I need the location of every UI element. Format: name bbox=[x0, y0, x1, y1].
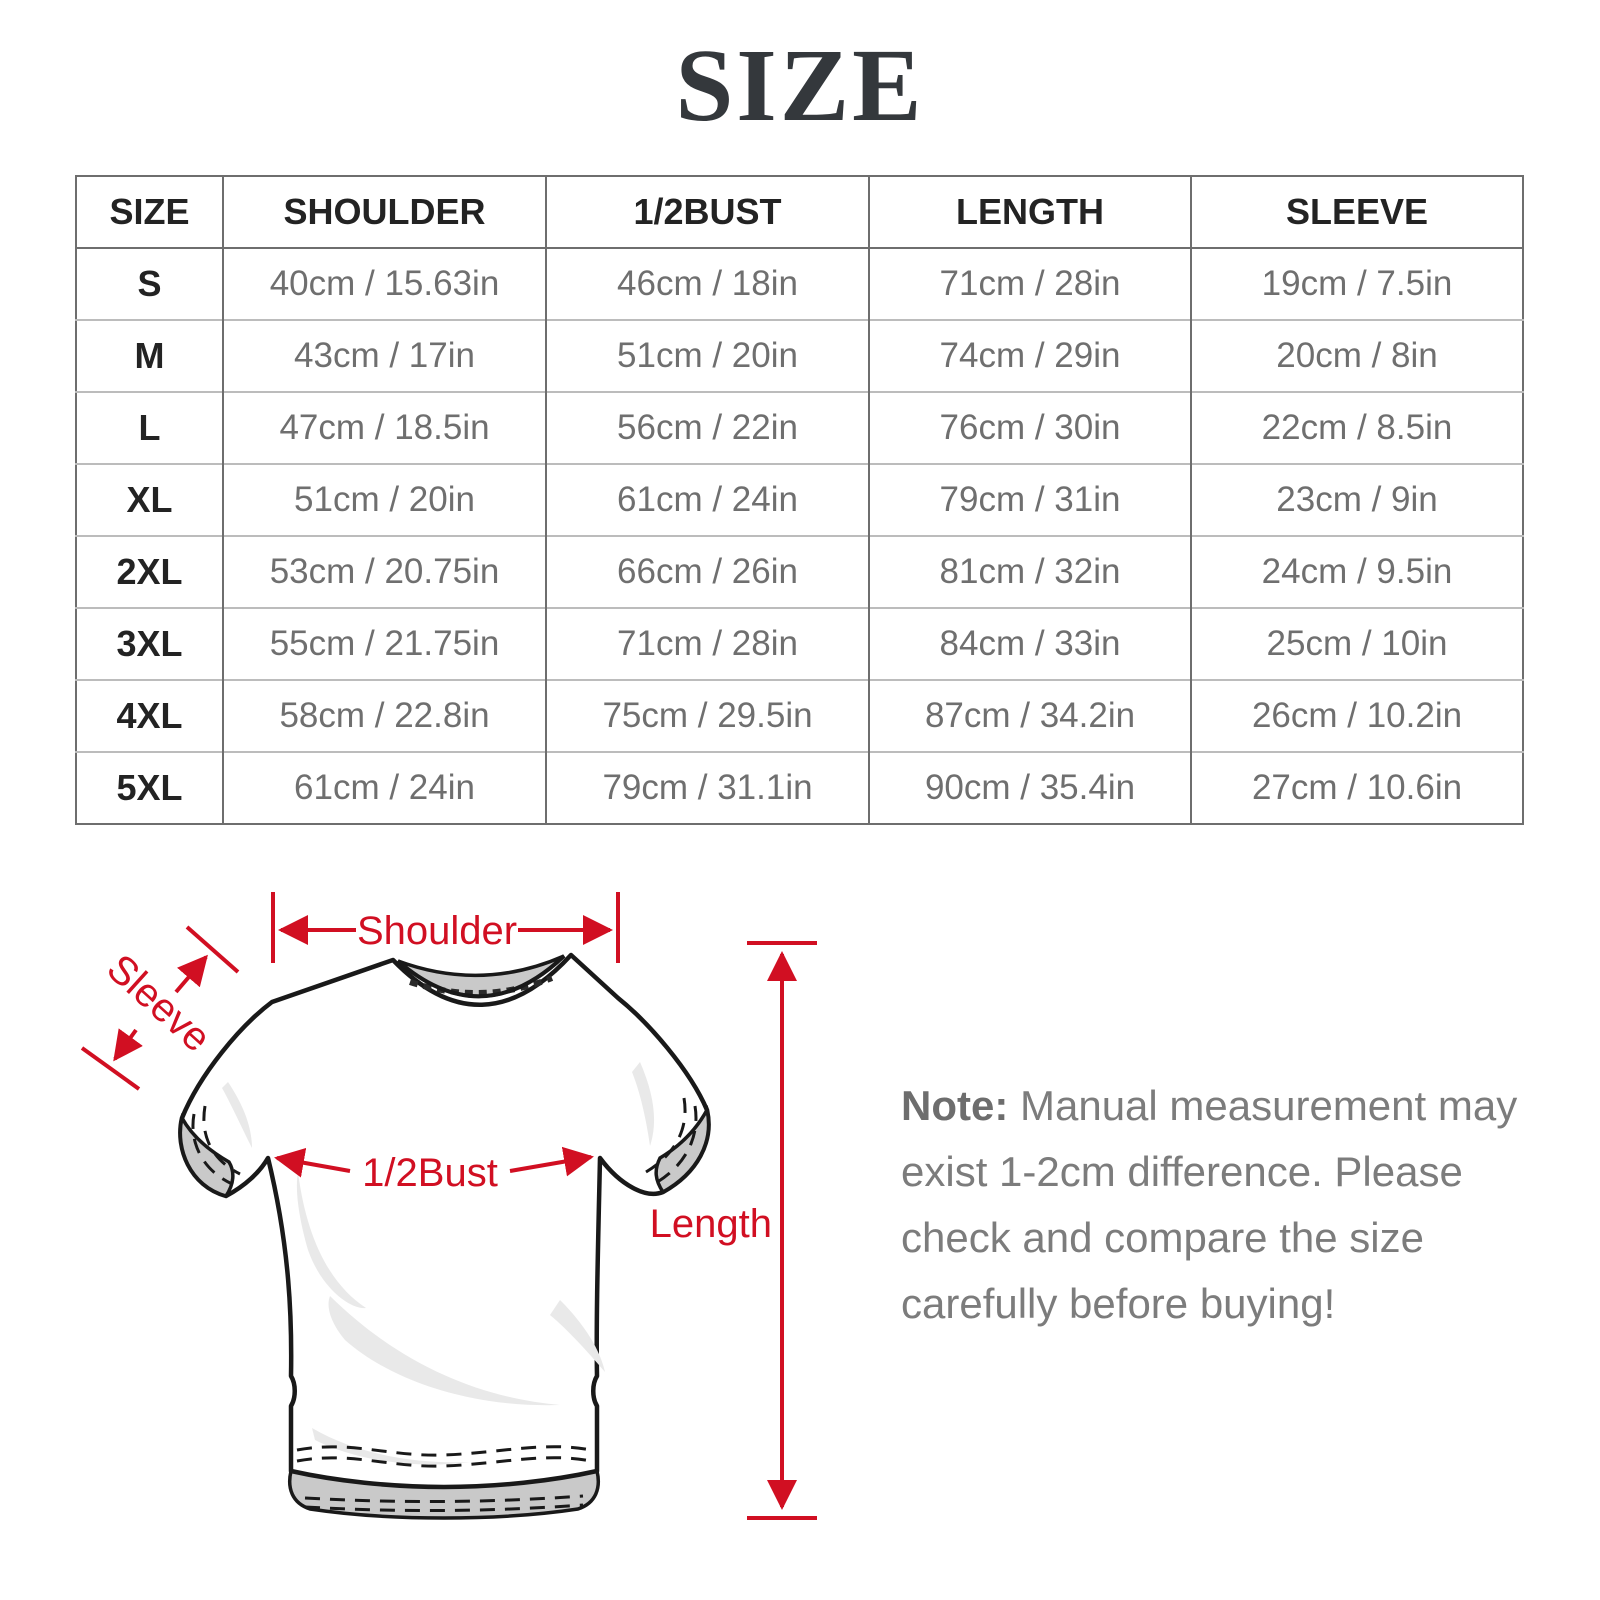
measurement-cell: 23cm / 9in bbox=[1190, 463, 1523, 536]
measurement-cell: 40cm / 15.63in bbox=[222, 248, 546, 320]
size-label-cell: 4XL bbox=[76, 679, 223, 752]
tshirt-illustration bbox=[178, 952, 711, 1520]
measurement-cell: 71cm / 28in bbox=[868, 248, 1191, 320]
measurement-cell: 53cm / 20.75in bbox=[222, 535, 546, 608]
right-cuff-underside bbox=[654, 1105, 711, 1195]
measurement-cell: 51cm / 20in bbox=[545, 319, 869, 392]
measurement-cell: 51cm / 20in bbox=[222, 463, 546, 536]
table-row: 2XL 53cm / 20.75in 66cm / 26in 81cm / 32in 2… bbox=[76, 535, 1523, 608]
table-row: M 43cm / 17in 51cm / 20in 74cm / 29in 20cm /… bbox=[76, 319, 1523, 392]
size-label-cell: 5XL bbox=[76, 751, 223, 824]
table-row: XL 51cm / 20in 61cm / 24in 79cm / 31in 23cm … bbox=[76, 463, 1523, 536]
wrinkle-shading bbox=[222, 1062, 655, 1465]
measurement-cell: 71cm / 28in bbox=[545, 607, 869, 680]
measurement-cell: 84cm / 33in bbox=[868, 607, 1191, 680]
column-header-1-2bust: 1/2BUST bbox=[545, 176, 869, 249]
measurement-cell: 66cm / 26in bbox=[545, 535, 869, 608]
measurement-cell: 76cm / 30in bbox=[868, 391, 1191, 464]
measurement-cell: 79cm / 31in bbox=[868, 463, 1191, 536]
collar bbox=[396, 954, 566, 999]
table-row: L 47cm / 18.5in 56cm / 22in 76cm / 30in 22cm… bbox=[76, 391, 1523, 464]
size-label-cell: 3XL bbox=[76, 607, 223, 680]
measurement-cell: 58cm / 22.8in bbox=[222, 679, 546, 752]
measurement-cell: 46cm / 18in bbox=[545, 248, 869, 320]
table-row: 4XL 58cm / 22.8in 75cm / 29.5in 87cm / 34.2… bbox=[76, 679, 1523, 752]
measurement-cell: 90cm / 35.4in bbox=[868, 751, 1191, 824]
size-label-cell: S bbox=[137, 263, 162, 304]
measurement-cell: 20cm / 8in bbox=[1190, 319, 1523, 392]
hem-stitching bbox=[296, 1445, 592, 1513]
measurement-cell: 26cm / 10.2in bbox=[1190, 679, 1523, 752]
shoulder-label: Shoulder bbox=[357, 909, 517, 953]
table-row: 5XL 61cm / 24in 79cm / 31.1in 90cm / 35.4in… bbox=[76, 751, 1523, 824]
measurement-cell: 61cm / 24in bbox=[222, 751, 546, 824]
page-title: SIZE bbox=[675, 28, 925, 143]
measurement-cell: 27cm / 10.6in bbox=[1190, 751, 1523, 824]
measurement-cell: 81cm / 32in bbox=[868, 535, 1191, 608]
size-chart-table: SIZE SHOULDER 1/2BUST LENGTH SLEEVE S 40cm / … bbox=[75, 175, 1524, 825]
measurement-note: Note: Manual measurement may exist 1-2cm … bbox=[901, 1073, 1526, 1337]
half-bust-label: 1/2Bust bbox=[362, 1151, 498, 1195]
table-row: S 40cm / 15.63in 46cm / 18in 71cm / 28in 19c… bbox=[76, 248, 1523, 320]
size-label-cell: XL bbox=[76, 463, 223, 536]
measurement-cell: 47cm / 18.5in bbox=[222, 391, 546, 464]
size-label-cell: L bbox=[76, 391, 223, 464]
measurement-cell: 56cm / 22in bbox=[545, 391, 869, 464]
collar-zigzag-stitch bbox=[409, 975, 554, 997]
measurement-cell: 19cm / 7.5in bbox=[1190, 248, 1523, 320]
note-bold-prefix: Note: bbox=[901, 1082, 1009, 1129]
collar-inner-line bbox=[396, 954, 566, 999]
length-annotation: Length bbox=[650, 941, 817, 1520]
column-header-sleeve: SLEEVE bbox=[1190, 176, 1523, 249]
note-line: exist 1-2cm difference. Please bbox=[901, 1148, 1463, 1195]
measurement-cell: 87cm / 34.2in bbox=[868, 679, 1191, 752]
table-row: 3XL 55cm / 21.75in 71cm / 28in 84cm / 33in 2… bbox=[76, 607, 1523, 680]
note-line: check and compare the size bbox=[901, 1214, 1424, 1261]
measurement-cell: 74cm / 29in bbox=[868, 319, 1191, 392]
note-line: carefully before buying! bbox=[901, 1280, 1336, 1327]
column-header-shoulder: SHOULDER bbox=[222, 176, 546, 249]
measurement-cell: 61cm / 24in bbox=[545, 463, 869, 536]
note-line: Note: Manual measurement may bbox=[901, 1082, 1518, 1129]
measurement-cell: 24cm / 9.5in bbox=[1190, 535, 1523, 608]
tshirt-outline bbox=[178, 952, 711, 1490]
header-row: SIZE SHOULDER 1/2BUST LENGTH SLEEVE bbox=[76, 176, 1523, 249]
column-header-length: LENGTH bbox=[868, 176, 1191, 249]
size-label-cell: M bbox=[76, 319, 223, 392]
column-header-size: SIZE bbox=[76, 176, 223, 249]
length-label: Length bbox=[650, 1202, 772, 1246]
measurement-cell: 22cm / 8.5in bbox=[1190, 391, 1523, 464]
tshirt-measurement-diagram: Shoulder Sleeve 1/2Bust bbox=[80, 892, 817, 1520]
measurement-cell: 25cm / 10in bbox=[1190, 607, 1523, 680]
measurement-cell: 79cm / 31.1in bbox=[545, 751, 869, 824]
half-bust-annotation: 1/2Bust bbox=[274, 1146, 594, 1195]
measurement-cell: 55cm / 21.75in bbox=[222, 607, 546, 680]
cuff-stitching bbox=[191, 1097, 698, 1186]
shoulder-annotation: Shoulder bbox=[271, 892, 620, 963]
size-label-cell: 2XL bbox=[76, 535, 223, 608]
measurement-cell: 43cm / 17in bbox=[222, 319, 546, 392]
measurement-cell: 75cm / 29.5in bbox=[545, 679, 869, 752]
